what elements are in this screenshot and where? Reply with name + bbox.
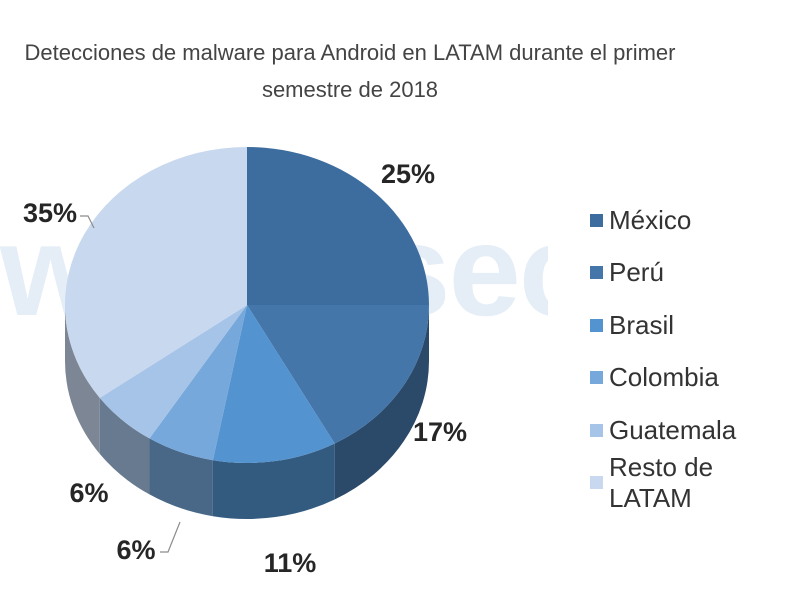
legend-item-mexico: México [590,194,800,247]
legend-swatch-peru [590,266,603,280]
pie-side-guatemala [99,397,150,495]
legend-label-resto-de-latam: Resto de LATAM [609,451,714,513]
legend-swatch-resto-de-latam [590,476,603,490]
pie-label-resto-de-latam: 35% [23,198,77,228]
pie-side-brasil [212,443,335,519]
legend-item-resto-de-latam: Resto de LATAM [590,452,800,513]
pie-slice-brasil [212,305,335,463]
legend-item-guatemala: Guatemala [590,404,800,457]
pie-label-brasil: 11% [264,548,317,578]
legend-swatch-mexico [590,213,603,227]
chart-title-line-1: Detecciones de malware para Android en L… [24,40,676,65]
pie-slice-peru [247,305,429,444]
pie-side-peru [334,305,429,500]
legend-item-peru: Perú [590,247,800,300]
pie-slice-mexico [247,147,429,305]
legend-swatch-guatemala [590,423,603,437]
legend-label-guatemala: Guatemala [609,414,737,445]
legend-label-colombia: Colombia [609,362,719,393]
legend-label-mexico: México [609,204,692,235]
pie-label-colombia: 6% [116,535,155,565]
legend-label-peru: Perú [609,257,664,288]
legend-swatch-colombia [590,371,603,385]
leader-line-resto-de-latam [80,215,95,229]
pie-slice-guatemala [99,305,247,439]
legend-item-brasil: Brasil [590,299,800,352]
pie-label-mexico: 25% [381,159,435,189]
pie-label-peru: 17% [413,417,467,447]
legend-label-brasil: Brasil [609,309,675,340]
pie-slice-resto-de-latam [65,147,247,398]
legend-item-colombia: Colombia [590,352,800,405]
pie-label-guatemala: 6% [69,478,108,508]
legend: México Perú Brasil Colombia Guatemala Re… [548,180,800,513]
legend-swatch-brasil [590,318,603,332]
chart-title: Detecciones de malware para Android en L… [0,34,700,108]
pie-side-colombia [149,438,213,517]
pie-side-resto-de-latam [65,305,100,454]
leader-line-colombia [160,521,181,553]
pie-slice-colombia [149,305,247,461]
chart-title-line-2: semestre de 2018 [261,77,439,102]
